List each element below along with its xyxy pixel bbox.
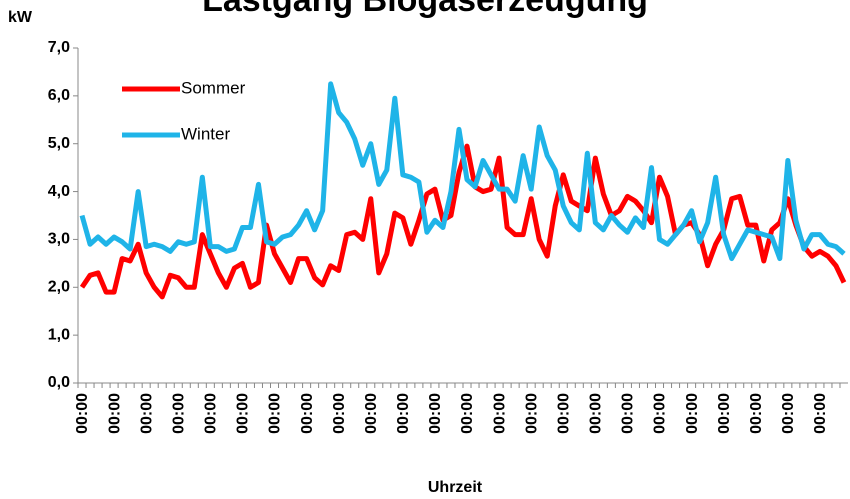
x-tick-label: 00:00 bbox=[138, 393, 155, 434]
x-tick-label: 00:00 bbox=[620, 393, 637, 434]
x-tick-label: 00:00 bbox=[331, 393, 348, 434]
x-tick-label: 00:00 bbox=[267, 393, 284, 434]
y-tick-label: 5,0 bbox=[48, 135, 70, 152]
x-tick-label: 00:00 bbox=[652, 393, 669, 434]
x-tick-label: 00:00 bbox=[395, 393, 412, 434]
x-axis-label: Uhrzeit bbox=[428, 479, 483, 496]
x-tick-label: 00:00 bbox=[555, 393, 572, 434]
y-tick-label: 4,0 bbox=[48, 183, 70, 200]
x-tick-label: 00:00 bbox=[716, 393, 733, 434]
x-tick-label: 00:00 bbox=[74, 393, 91, 434]
y-tick-label: 0,0 bbox=[48, 374, 70, 391]
x-tick-label: 00:00 bbox=[363, 393, 380, 434]
legend-label: Winter bbox=[181, 124, 230, 143]
y-tick-label: 1,0 bbox=[48, 326, 70, 343]
y-tick-label: 7,0 bbox=[48, 39, 70, 56]
legend-label: Sommer bbox=[181, 78, 246, 97]
y-tick-label: 3,0 bbox=[48, 231, 70, 248]
y-tick-label: 6,0 bbox=[48, 87, 70, 104]
chart-title: Lastgang Biogaserzeugung bbox=[202, 0, 648, 19]
series-line bbox=[79, 81, 846, 262]
x-tick-label: 00:00 bbox=[588, 393, 605, 434]
x-tick-label: 00:00 bbox=[684, 393, 701, 434]
y-tick-label: 2,0 bbox=[48, 279, 70, 296]
x-tick-label: 00:00 bbox=[491, 393, 508, 434]
x-tick-label: 00:00 bbox=[106, 393, 123, 434]
x-tick-label: 00:00 bbox=[235, 393, 252, 434]
x-tick-label: 00:00 bbox=[780, 393, 797, 434]
y-axis-label: kW bbox=[8, 9, 33, 26]
x-tick-label: 00:00 bbox=[812, 393, 829, 434]
x-tick-label: 00:00 bbox=[170, 393, 187, 434]
x-tick-label: 00:00 bbox=[523, 393, 540, 434]
x-tick-label: 00:00 bbox=[203, 393, 220, 434]
x-tick-label: 00:00 bbox=[748, 393, 765, 434]
x-tick-label: 00:00 bbox=[299, 393, 316, 434]
x-tick-label: 00:00 bbox=[459, 393, 476, 434]
x-tick-label: 00:00 bbox=[427, 393, 444, 434]
